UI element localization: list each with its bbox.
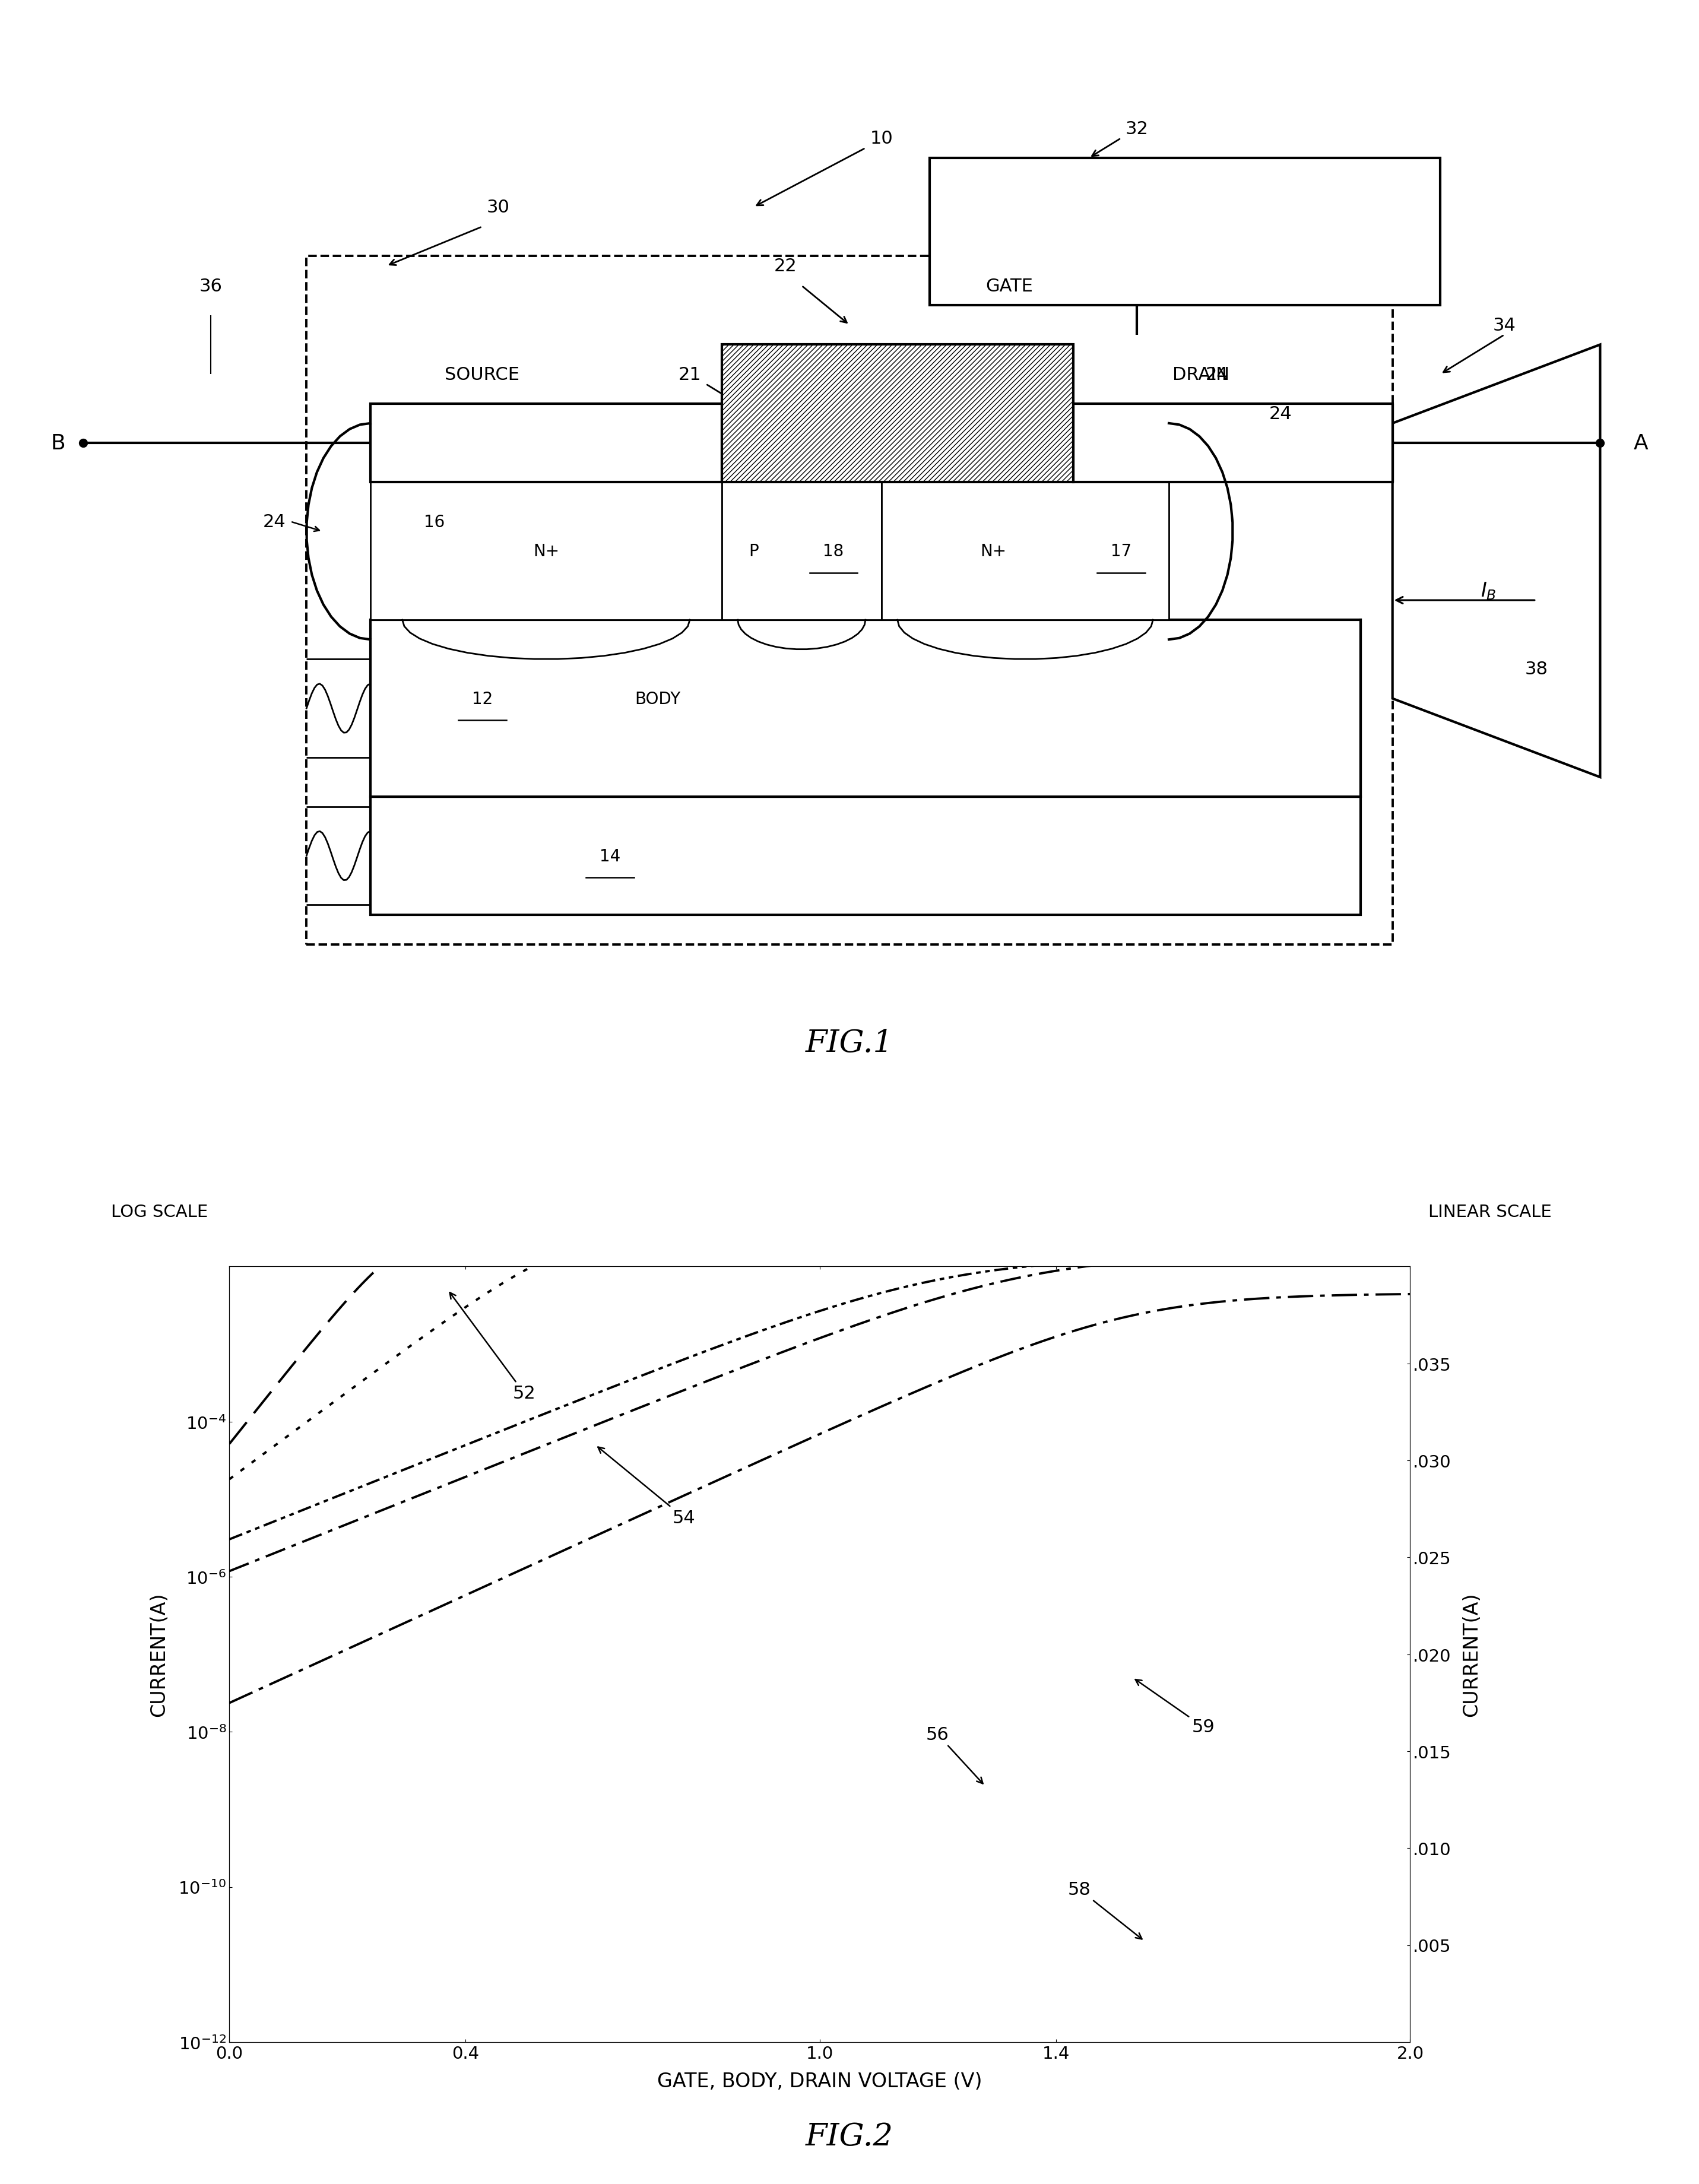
Y-axis label: CURRENT(A): CURRENT(A)	[150, 1592, 168, 1717]
Text: LOG SCALE: LOG SCALE	[110, 1203, 209, 1221]
Text: 12: 12	[472, 690, 493, 708]
Text: 32: 32	[1125, 120, 1149, 138]
Bar	[370, 404, 722, 483]
Text: 24: 24	[1269, 406, 1293, 422]
Text: LINEAR SCALE: LINEAR SCALE	[1429, 1203, 1551, 1221]
Text: 24: 24	[1205, 367, 1228, 382]
Bar	[722, 483, 882, 620]
Text: GATE: GATE	[985, 277, 1033, 295]
Text: DRAIN: DRAIN	[1172, 367, 1230, 382]
Text: 52: 52	[450, 1293, 535, 1402]
Text: 54: 54	[598, 1448, 695, 1527]
Text: 16: 16	[423, 513, 445, 531]
Bar	[1074, 404, 1393, 483]
Text: B: B	[51, 432, 66, 454]
Text: 14: 14	[600, 847, 620, 865]
Text: P: P	[749, 544, 759, 559]
Text: 38: 38	[1524, 662, 1548, 677]
Bar	[882, 483, 1169, 620]
Text: 34: 34	[1493, 317, 1516, 334]
Text: 56: 56	[926, 1725, 982, 1784]
Text: 17: 17	[1111, 544, 1132, 559]
Text: A: A	[1633, 432, 1648, 454]
Text: 58: 58	[1067, 1880, 1142, 1939]
Text: FIG.2: FIG.2	[805, 2121, 894, 2151]
Text: FIG.1: FIG.1	[805, 1029, 894, 1057]
Bar	[370, 620, 1361, 797]
Text: $I_B$: $I_B$	[1480, 581, 1497, 601]
X-axis label: GATE, BODY, DRAIN VOLTAGE (V): GATE, BODY, DRAIN VOLTAGE (V)	[658, 2070, 982, 2090]
Bar	[929, 157, 1441, 306]
Text: 24: 24	[263, 513, 285, 531]
Y-axis label: CURRENT(A): CURRENT(A)	[1461, 1592, 1482, 1717]
Text: N+: N+	[533, 544, 559, 559]
Text: 22: 22	[775, 258, 797, 275]
Text: BODY: BODY	[635, 690, 681, 708]
Text: SOURCE: SOURCE	[445, 367, 520, 382]
Text: N+: N+	[980, 544, 1006, 559]
Bar	[722, 345, 1074, 483]
Polygon shape	[1393, 345, 1600, 778]
Text: 18: 18	[822, 544, 844, 559]
Text: 21: 21	[678, 367, 702, 382]
Text: 30: 30	[486, 199, 510, 216]
Bar	[306, 256, 1393, 943]
Bar	[370, 483, 722, 620]
Text: 10: 10	[870, 131, 894, 146]
Bar	[370, 797, 1361, 915]
Text: 59: 59	[1135, 1679, 1215, 1736]
Text: 36: 36	[199, 277, 223, 295]
